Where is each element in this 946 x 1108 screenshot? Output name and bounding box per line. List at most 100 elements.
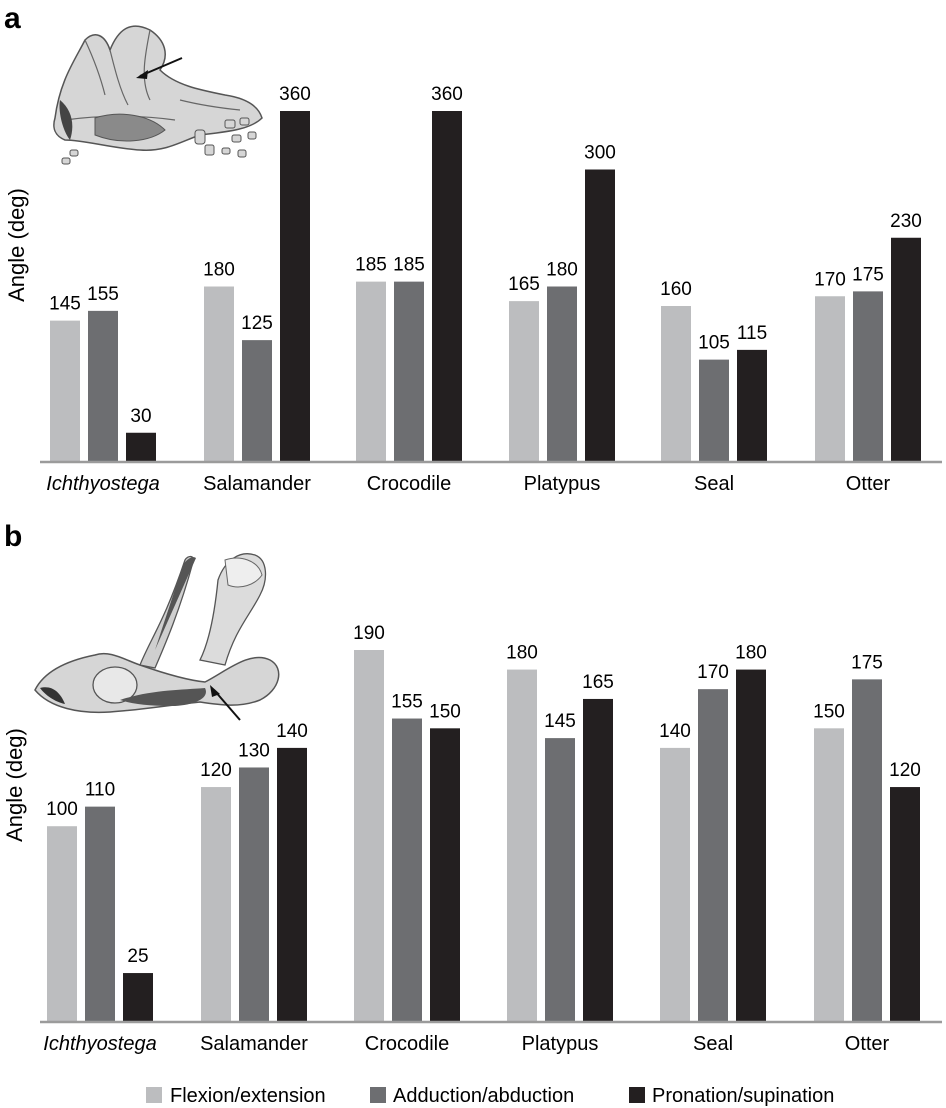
bar-a-salamander-adduction: [242, 340, 272, 462]
bar-b-salamander-pronation: [277, 747, 307, 1022]
value-label-b-crocodile-adduction: 155: [391, 692, 423, 713]
value-label-a-ichthyostega-pronation: 30: [130, 406, 151, 427]
bar-a-platypus-pronation: [585, 169, 615, 462]
legend-swatch-pronation: [629, 1087, 645, 1103]
panel-b-letter: b: [4, 520, 22, 553]
bar-a-salamander-pronation: [280, 111, 310, 462]
bar-a-salamander-flexion: [204, 286, 234, 462]
category-label-a-platypus: Platypus: [524, 473, 601, 495]
bar-b-crocodile-flexion: [354, 650, 384, 1022]
category-label-a-ichthyostega: Ichthyostega: [46, 473, 159, 495]
panel-a-letter: a: [4, 2, 21, 35]
value-label-a-crocodile-flexion: 185: [355, 255, 387, 276]
bar-b-platypus-adduction: [545, 738, 575, 1022]
bar-a-seal-pronation: [737, 349, 767, 462]
panel-a-value-labels: 145 155 30 180 125 360 185 185 360 165 180 300 160 10…: [49, 84, 922, 427]
value-label-b-crocodile-pronation: 150: [429, 701, 461, 722]
bar-b-ichthyostega-pronation: [123, 973, 153, 1022]
bar-a-crocodile-pronation: [432, 111, 462, 462]
value-label-a-salamander-flexion: 180: [203, 260, 235, 281]
value-label-b-ichthyostega-pronation: 25: [127, 946, 148, 967]
value-label-b-salamander-flexion: 120: [200, 760, 232, 781]
panel-b: b Angle (deg) 100 110 25 120 130 140 190 155 150…: [2, 520, 942, 1055]
value-label-a-ichthyostega-flexion: 145: [49, 294, 81, 315]
value-label-a-otter-flexion: 170: [814, 269, 846, 290]
value-label-a-crocodile-adduction: 185: [393, 255, 425, 276]
bar-a-ichthyostega-flexion: [50, 320, 80, 462]
value-label-b-seal-pronation: 180: [735, 643, 767, 664]
legend-label-pronation: Pronation/supination: [652, 1085, 834, 1107]
legend-item-adduction: Adduction/abduction: [370, 1085, 574, 1107]
panel-a-y-axis-label: Angle (deg): [4, 188, 29, 302]
category-label-b-ichthyostega: Ichthyostega: [43, 1033, 156, 1055]
value-label-a-crocodile-pronation: 360: [431, 84, 463, 105]
value-label-b-ichthyostega-flexion: 100: [46, 799, 78, 820]
value-label-a-platypus-pronation: 300: [584, 143, 616, 164]
bar-b-otter-pronation: [890, 787, 920, 1022]
bar-a-otter-flexion: [815, 296, 845, 462]
panel-a-bars: [50, 111, 921, 462]
bar-b-crocodile-pronation: [430, 728, 460, 1022]
value-label-b-platypus-adduction: 145: [544, 711, 576, 732]
category-label-b-seal: Seal: [693, 1033, 733, 1055]
bar-a-crocodile-flexion: [356, 281, 386, 462]
bar-b-ichthyostega-adduction: [85, 806, 115, 1022]
category-label-a-seal: Seal: [694, 473, 734, 495]
bar-a-platypus-adduction: [547, 286, 577, 462]
legend-swatch-adduction: [370, 1087, 386, 1103]
legend: Flexion/extension Adduction/abduction Pr…: [146, 1085, 834, 1107]
panel-b-value-labels: 100 110 25 120 130 140 190 155 150 180 145 165 140 17…: [46, 623, 921, 967]
value-label-a-salamander-adduction: 125: [241, 313, 273, 334]
value-label-b-platypus-pronation: 165: [582, 672, 614, 693]
bar-b-salamander-adduction: [239, 767, 269, 1022]
value-label-a-seal-adduction: 105: [698, 333, 730, 354]
bar-a-seal-adduction: [699, 359, 729, 462]
bar-a-seal-flexion: [661, 306, 691, 462]
bar-a-crocodile-adduction: [394, 281, 424, 462]
legend-item-pronation: Pronation/supination: [629, 1085, 834, 1107]
category-label-b-platypus: Platypus: [522, 1033, 599, 1055]
category-label-a-otter: Otter: [846, 473, 891, 495]
bar-a-platypus-flexion: [509, 301, 539, 462]
value-label-b-platypus-flexion: 180: [506, 643, 538, 664]
value-label-a-salamander-pronation: 360: [279, 84, 311, 105]
bar-a-otter-pronation: [891, 237, 921, 462]
value-label-a-otter-adduction: 175: [852, 264, 884, 285]
value-label-a-seal-flexion: 160: [660, 279, 692, 300]
category-label-b-otter: Otter: [845, 1033, 890, 1055]
legend-label-adduction: Adduction/abduction: [393, 1085, 574, 1107]
legend-label-flexion: Flexion/extension: [170, 1085, 326, 1107]
legend-swatch-flexion: [146, 1087, 162, 1103]
value-label-a-seal-pronation: 115: [737, 323, 767, 344]
value-label-b-seal-adduction: 170: [697, 662, 729, 683]
category-label-a-salamander: Salamander: [203, 473, 311, 495]
value-label-b-crocodile-flexion: 190: [353, 623, 385, 644]
category-label-a-crocodile: Crocodile: [367, 473, 451, 495]
bar-b-seal-adduction: [698, 689, 728, 1022]
panel-b-bars: [47, 650, 920, 1022]
value-label-b-seal-flexion: 140: [659, 721, 691, 742]
value-label-b-otter-adduction: 175: [851, 652, 883, 673]
panel-b-y-axis-label: Angle (deg): [2, 728, 27, 842]
value-label-a-otter-pronation: 230: [890, 211, 922, 232]
panel-b-category-labels: Ichthyostega Salamander Crocodile Platypus S…: [43, 1033, 889, 1055]
bar-b-seal-flexion: [660, 747, 690, 1022]
value-label-a-platypus-adduction: 180: [546, 260, 578, 281]
value-label-a-platypus-flexion: 165: [508, 274, 540, 295]
bar-b-seal-pronation: [736, 669, 766, 1022]
category-label-b-crocodile: Crocodile: [365, 1033, 449, 1055]
value-label-a-ichthyostega-adduction: 155: [87, 284, 119, 305]
category-label-b-salamander: Salamander: [200, 1033, 308, 1055]
bar-b-ichthyostega-flexion: [47, 826, 77, 1022]
bar-b-otter-adduction: [852, 679, 882, 1022]
bar-b-otter-flexion: [814, 728, 844, 1022]
ichthyostega-pelvis-hindlimb-icon: [34, 553, 280, 721]
value-label-b-otter-pronation: 120: [889, 760, 921, 781]
value-label-b-otter-flexion: 150: [813, 701, 845, 722]
value-label-b-salamander-adduction: 130: [238, 740, 270, 761]
legend-item-flexion: Flexion/extension: [146, 1085, 326, 1107]
bar-b-platypus-flexion: [507, 669, 537, 1022]
bar-b-salamander-flexion: [201, 787, 231, 1022]
